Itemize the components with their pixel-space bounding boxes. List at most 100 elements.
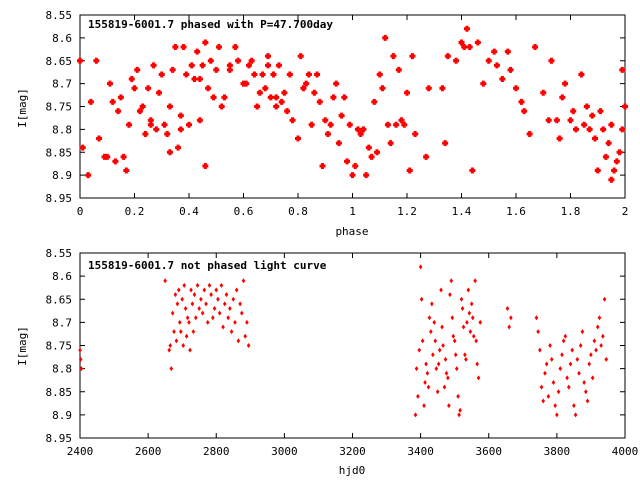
data-point [589,112,596,119]
data-point [444,53,451,60]
data-point [270,71,277,78]
data-point [211,315,215,321]
data-point [582,380,586,385]
data-point [418,264,423,270]
data-point [169,366,174,372]
data-point [382,34,389,41]
data-point [183,306,188,311]
data-point [78,356,83,362]
data-point [205,85,212,92]
data-point [189,287,193,293]
data-point [485,57,492,64]
data-point [174,338,179,344]
phased-plot: 155819-6001.7 phased with P=47.700day ph… [16,9,628,238]
data-point [456,393,460,399]
data-point [199,62,206,69]
unphased-plot-ylabel: I[mag] [16,326,29,366]
data-point [425,370,430,376]
data-point [251,71,258,78]
data-point [186,121,192,128]
data-point [541,398,546,404]
data-point [78,347,82,353]
data-point [560,352,564,358]
data-point [597,315,602,321]
data-point [553,117,560,124]
data-point [572,403,576,409]
y-tick-label: 8.65 [46,55,73,68]
data-point [248,57,255,64]
x-tick-label: 2800 [203,445,230,458]
data-point [262,85,269,92]
data-point [592,135,599,142]
data-point [222,301,227,307]
data-point [540,89,547,96]
data-point [233,319,237,325]
data-point [172,44,179,51]
data-point [458,407,462,413]
y-tick-label: 8.55 [46,9,73,22]
data-point [432,319,437,325]
data-point [357,130,364,137]
x-tick-label: 1.8 [561,205,581,218]
data-point [464,356,468,362]
data-point [333,80,340,87]
data-point [218,103,225,110]
data-point [476,375,481,381]
data-point [166,103,173,110]
data-point [278,98,285,105]
data-point [153,126,160,133]
data-point [566,384,571,390]
phased-plot-frame [79,14,626,199]
data-point [229,329,234,335]
data-point [232,44,239,51]
data-point [188,62,195,69]
data-point [145,85,152,92]
x-tick-label: 2400 [67,445,94,458]
data-point [200,310,205,316]
data-point [412,130,419,137]
data-point [601,333,605,339]
data-point [404,89,410,96]
data-point [602,296,607,302]
phased-plot-xlabel: phase [335,225,368,238]
data-point [539,384,544,390]
data-point [555,412,559,418]
x-tick-label: 3800 [544,445,571,458]
data-point [180,296,184,302]
data-point [434,366,439,372]
data-point [104,153,111,160]
data-point [600,126,607,133]
data-point [586,126,593,133]
data-point [448,292,452,298]
data-point [437,347,442,353]
data-point [295,135,301,142]
y-tick-label: 8.6 [52,270,72,283]
x-tick-label: 1.2 [397,205,417,218]
data-point [219,282,224,288]
data-point [169,66,176,73]
data-point [398,117,405,124]
phased-plot-x-ticks: 0 0.2 0.4 0.6 0.8 1 1.2 1.4 1.6 1.8 2 [77,15,628,218]
data-point [578,71,585,78]
data-point [87,98,94,105]
data-point [439,287,443,293]
data-point [608,176,615,183]
x-tick-label: 0 [77,205,84,218]
y-tick-label: 8.8 [52,363,72,376]
data-point [368,153,375,160]
data-point [204,301,208,307]
data-point [195,282,200,288]
data-point [597,108,604,115]
data-point [196,117,203,124]
data-point [558,366,563,372]
data-point [286,71,293,78]
data-point [341,94,348,101]
data-point [427,315,432,321]
data-point [139,103,146,110]
data-point [414,366,419,372]
data-point [182,282,187,288]
data-point [454,366,459,372]
data-point [611,167,618,174]
data-point [474,338,478,344]
